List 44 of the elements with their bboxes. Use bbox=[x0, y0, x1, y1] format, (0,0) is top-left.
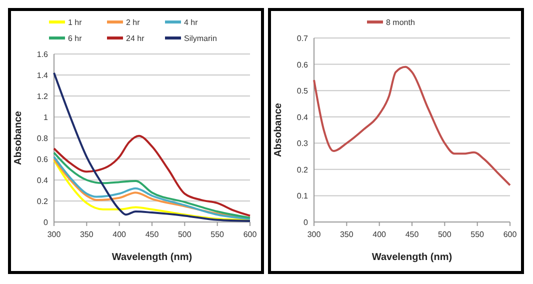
x-tick-label: 450 bbox=[145, 230, 160, 239]
line-series bbox=[53, 134, 251, 217]
y-tick-label: 0 bbox=[44, 218, 49, 227]
y-tick-label: 0.6 bbox=[296, 60, 309, 70]
x-tick-label: 500 bbox=[178, 230, 192, 239]
y-axis-title: Absobance bbox=[13, 110, 24, 165]
y-tick-label: 1 bbox=[44, 113, 49, 122]
x-tick-label: 550 bbox=[210, 230, 225, 239]
x-tick-label: 550 bbox=[470, 230, 485, 239]
y-tick-label: 1.4 bbox=[36, 71, 49, 80]
y-tick-label: 0.4 bbox=[296, 112, 309, 122]
y-tick-label: 1.2 bbox=[36, 92, 49, 101]
x-tick-label: 500 bbox=[438, 230, 452, 239]
y-tick-label: 0.4 bbox=[36, 176, 49, 185]
line-series bbox=[313, 66, 511, 186]
x-tick-label: 350 bbox=[80, 230, 94, 239]
y-tick-label: 0.7 bbox=[296, 34, 309, 43]
y-tick-label: 0.2 bbox=[36, 197, 49, 206]
y-tick-label: 0.8 bbox=[36, 134, 49, 143]
legend-label: 4 hr bbox=[184, 18, 198, 27]
x-tick-label: 400 bbox=[112, 230, 127, 239]
x-tick-label: 400 bbox=[372, 230, 387, 239]
y-tick-label: 0.3 bbox=[296, 139, 309, 148]
y-tick-label: 0.5 bbox=[296, 86, 309, 96]
legend-label: 8 month bbox=[386, 18, 415, 27]
x-tick-label: 350 bbox=[340, 230, 354, 239]
legend-label: 24 hr bbox=[126, 34, 145, 43]
x-tick-label: 300 bbox=[307, 230, 322, 239]
y-tick-label: 0.6 bbox=[36, 155, 49, 164]
x-tick-label: 450 bbox=[405, 230, 420, 239]
x-axis-title: Wavelength (nm) bbox=[372, 252, 452, 263]
x-tick-label: 600 bbox=[243, 230, 258, 239]
y-axis-title: Absobance bbox=[273, 102, 284, 157]
x-tick-label: 300 bbox=[47, 230, 62, 239]
legend-label: 2 hr bbox=[126, 18, 140, 27]
y-tick-label: 0 bbox=[304, 218, 309, 227]
y-tick-label: 0.1 bbox=[296, 192, 309, 201]
legend-label: Silymarin bbox=[184, 34, 217, 43]
legend-label: 1 hr bbox=[68, 18, 82, 27]
x-tick-label: 600 bbox=[503, 230, 518, 239]
y-tick-label: 0.2 bbox=[296, 165, 309, 174]
y-tick-label: 1.6 bbox=[36, 50, 49, 59]
legend-label: 6 hr bbox=[68, 34, 82, 43]
x-axis-title: Wavelength (nm) bbox=[112, 252, 192, 263]
